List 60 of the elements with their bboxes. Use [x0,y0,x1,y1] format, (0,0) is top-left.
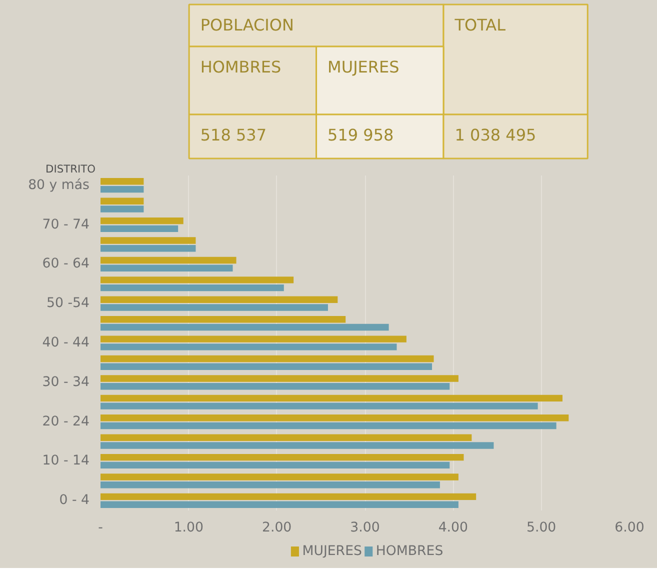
y-tick-label: 70 - 74 [42,217,90,232]
bar [100,474,458,480]
bar [100,284,284,292]
text: 1 038 495 [454,126,536,144]
bar [100,501,458,508]
bar [100,344,397,350]
y-tick-label: 20 - 24 [42,414,90,430]
text: HOMBRES [200,58,282,76]
text: MUJERES [328,58,400,76]
y-tick-label: 60 - 64 [42,256,90,272]
bar [100,245,196,252]
y-tick-label: 40 - 44 [42,336,90,350]
bar [100,454,464,461]
x-tick-label: 6.00 [614,520,644,536]
y-tick-label: 80 y más [28,178,90,193]
text: TOTAL [454,16,506,34]
bar [100,217,184,224]
text: 519 958 [328,126,394,144]
x-tick-label: 3.00 [350,520,380,536]
bar [100,336,406,342]
bar [100,383,450,390]
bar [100,186,144,193]
bar [100,422,556,430]
y-tick-label: 10 - 14 [42,454,90,469]
bar [100,375,458,382]
bar [100,482,440,488]
bar [100,198,144,204]
text: POBLACION [200,16,294,34]
bar [100,178,144,185]
bar [100,324,389,331]
bar [100,225,178,232]
bar [100,493,476,500]
bar [100,414,569,422]
bar [100,316,346,323]
bar [100,442,494,449]
y-axis-title: DISTRITO [46,162,96,176]
y-tick-label: 50 -54 [46,296,90,312]
x-tick-label: 4.00 [438,520,468,536]
legend-label: HOMBRES [376,544,444,559]
bar [100,276,294,284]
x-tick-label: - [98,520,104,536]
bar [100,304,328,311]
bar [100,402,538,410]
y-tick-label: 30 - 34 [42,374,90,390]
y-tick-label: 0 - 4 [59,493,90,508]
x-tick-label: 5.00 [526,520,556,536]
bar [100,264,233,272]
bar [100,296,338,303]
text: 518 537 [200,126,267,144]
x-tick-label: 2.00 [262,520,292,536]
bar [100,462,450,469]
x-tick-label: 1.00 [174,520,204,536]
bar [100,434,472,441]
legend-label: MUJERES [302,544,362,559]
bar [100,394,562,402]
bar [100,237,196,244]
bar [100,363,432,370]
bar [100,355,434,362]
bar [100,206,144,212]
bar [100,256,236,264]
